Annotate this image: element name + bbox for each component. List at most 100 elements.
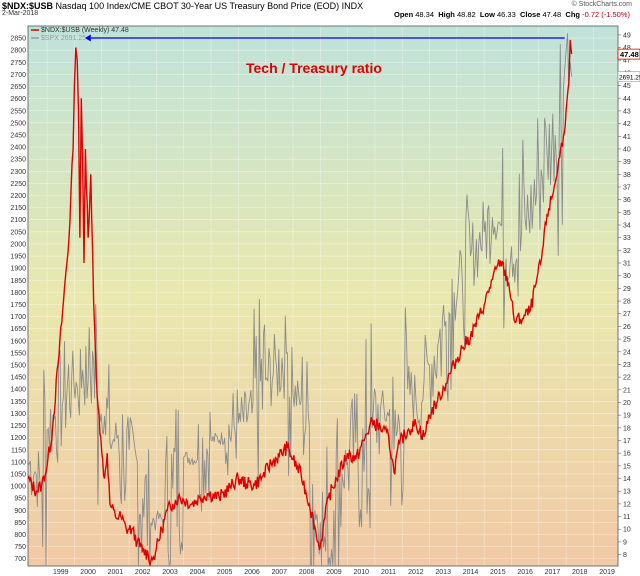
brand-watermark: © StockCharts.com (571, 1, 632, 8)
left-axis-tick-label: 1550 (10, 350, 26, 357)
spx-line (28, 33, 573, 566)
right-axis-tick-label: 42 (623, 121, 631, 128)
right-axis-tick-label: 10 (623, 527, 631, 534)
right-axis-tick-label: 37 (623, 184, 631, 191)
left-axis-tick-label: 1350 (10, 399, 26, 406)
price-stats: Open 48.34 High 48.82 Low 46.33 Close 47… (394, 10, 632, 19)
left-axis-tick-label: 1000 (10, 484, 26, 491)
left-axis-tick-label: 2200 (10, 193, 26, 200)
left-axis-tick-label: 1500 (10, 363, 26, 370)
right-axis-tick-label: 39 (623, 159, 631, 166)
x-axis-tick-label: 2004 (190, 569, 206, 576)
left-axis-tick-label: 1900 (10, 266, 26, 273)
ratio-line (28, 39, 573, 566)
x-axis-tick-label: 2011 (381, 569, 396, 576)
left-axis-tick-label: 850 (14, 520, 26, 527)
x-axis-tick-label: 2009 (326, 569, 342, 576)
right-axis-tick-label: 21 (623, 387, 631, 394)
symbol-description: Nasdaq 100 Index/CME CBOT 30-Year US Tre… (55, 1, 340, 11)
left-axis-tick-label: 2500 (10, 120, 26, 127)
x-axis-tick-label: 2001 (108, 569, 124, 576)
left-axis-tick-label: 1800 (10, 290, 26, 297)
last-value-label: 47.48 (620, 50, 639, 59)
left-axis-tick-label: 1300 (10, 411, 26, 418)
left-axis-tick-label: 2750 (10, 60, 26, 67)
left-axis-tick-label: 2400 (10, 145, 26, 152)
spx-last-value-label: 2691.25 (619, 75, 640, 82)
right-axis-tick-label: 31 (623, 261, 631, 268)
stat-label-low: Low (479, 10, 495, 19)
x-axis-tick-label: 2006 (244, 569, 260, 576)
series-group (28, 33, 573, 566)
x-axis-tick-label: 2019 (599, 569, 615, 576)
left-axis-tick-label: 1850 (10, 278, 26, 285)
x-axis-tick-label: 2014 (463, 569, 479, 576)
left-axis-tick-label: 1400 (10, 387, 26, 394)
left-axis-tick-label: 1150 (11, 447, 26, 454)
right-axis-tick-label: 38 (623, 172, 631, 179)
right-axis-tick-label: 48 (623, 45, 631, 52)
right-axis-tick-label: 20 (623, 400, 631, 407)
stat-value-close: 47.48 (540, 10, 566, 19)
chart-title: $NDX:$USB Nasdaq 100 Index/CME CBOT 30-Y… (2, 1, 363, 11)
right-axis-tick-label: 41 (623, 134, 631, 141)
left-axis-tick-label: 800 (14, 532, 26, 539)
left-axis-tick-label: 2150 (10, 205, 26, 212)
left-axis-tick-label: 750 (14, 544, 26, 551)
left-axis-tick-label: 1050 (10, 471, 26, 478)
x-axis-tick-label: 2010 (353, 569, 369, 576)
left-axis-tick-label: 1450 (10, 375, 26, 382)
left-axis-tick-label: 2350 (10, 157, 26, 164)
right-axis-tick-label: 47 (623, 58, 631, 65)
plot-background (28, 26, 618, 566)
x-axis-tick-label: 2005 (217, 569, 233, 576)
right-axis-tick-label: 18 (623, 425, 631, 432)
right-axis-tick-label: 28 (623, 299, 631, 306)
left-axis-tick-label: 950 (14, 496, 26, 503)
right-axis-tick-label: 16 (623, 451, 631, 458)
left-axis-tick-label: 2800 (10, 48, 26, 55)
right-axis-tick-label: 11 (623, 514, 630, 521)
x-axis-tick-label: 2007 (272, 569, 288, 576)
x-axis-tick-label: 1999 (53, 569, 69, 576)
right-axis-tick-label: 29 (623, 286, 631, 293)
left-axis-tick-label: 900 (14, 508, 26, 515)
right-axis-tick-label: 27 (623, 311, 631, 318)
left-axis-tick-label: 700 (14, 556, 26, 563)
symbol: $NDX:$USB (2, 1, 54, 11)
left-axis-tick-label: 1250 (10, 423, 26, 430)
right-axis-tick-label: 22 (623, 375, 631, 382)
last-value-box (617, 48, 640, 60)
left-axis-tick-label: 1700 (10, 314, 26, 321)
left-axis-tick-label: 2700 (10, 72, 26, 79)
stat-value-chg: -0.72 (-1.50%) (580, 10, 633, 19)
right-axis-tick-label: 34 (623, 223, 631, 230)
left-axis-tick-label: 1750 (10, 302, 26, 309)
right-axis-tick-label: 26 (623, 324, 631, 331)
x-axis-tick-label: 2016 (517, 569, 533, 576)
left-axis-tick-label: 1950 (10, 254, 26, 261)
x-axis-tick-label: 2003 (162, 569, 178, 576)
x-axis-tick-label: 2013 (435, 569, 451, 576)
right-axis-tick-label: 49 (623, 32, 631, 39)
left-axis-tick-label: 2850 (10, 36, 26, 43)
left-axis-tick-label: 2000 (10, 241, 26, 248)
right-axis-tick-label: 24 (623, 349, 631, 356)
left-axis-tick-label: 1600 (10, 338, 26, 345)
right-axis-tick-label: 30 (623, 273, 631, 280)
x-axis-tick-label: 2012 (408, 569, 424, 576)
left-axis-tick-label: 2050 (10, 229, 26, 236)
right-axis-tick-label: 9 (623, 539, 627, 546)
right-axis-tick-label: 32 (623, 248, 631, 255)
left-axis-tick-label: 2100 (10, 217, 26, 224)
left-axis-tick-label: 2250 (10, 181, 26, 188)
right-axis-tick-label: 19 (623, 413, 631, 420)
chart-date: 2-Mar-2018 (2, 10, 39, 17)
right-axis-tick-label: 33 (623, 235, 631, 242)
x-axis-tick-label: 2017 (545, 569, 561, 576)
right-axis-tick-label: 35 (623, 210, 631, 217)
stat-label-close: Close (519, 10, 541, 19)
right-axis-tick-label: 14 (623, 476, 631, 483)
